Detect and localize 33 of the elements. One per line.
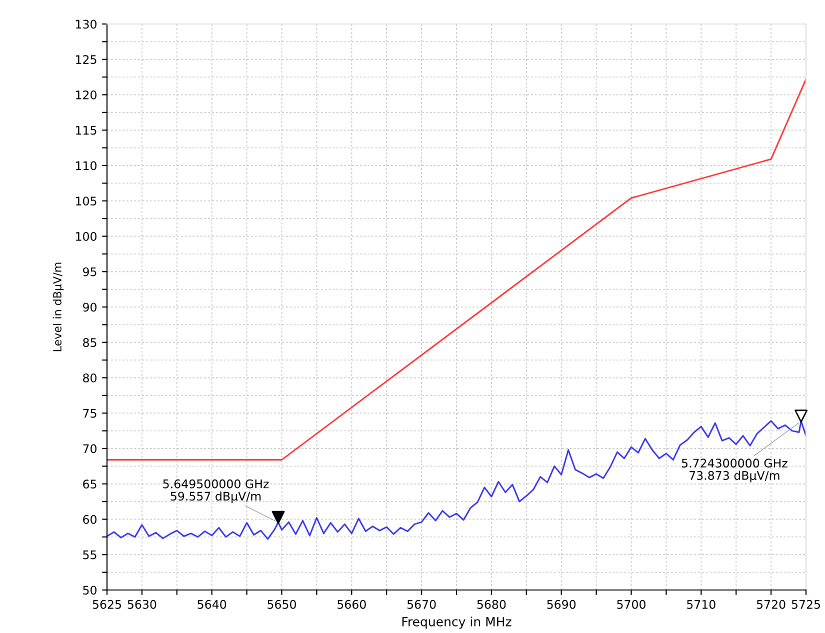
x-tick-label: 5690 [547,600,576,609]
annotation: 5.649500000 GHz 59.557 dBμV/m [163,479,269,503]
y-tick-label: 75 [83,409,96,418]
y-tick-label: 60 [83,514,96,524]
y-tick-label: 110 [76,161,96,170]
x-axis-title: Frequency in MHz [402,616,512,629]
x-tick-label: 5700 [617,600,646,609]
x-tick-label: 5680 [477,600,506,609]
y-tick-label: 90 [83,302,96,312]
y-tick-label: 120 [76,90,96,100]
x-tick-label: 5725 [792,600,820,609]
y-axis-title: Level in dBμV/m [52,262,64,352]
x-tick-label: 5660 [338,600,366,609]
y-tick-label: 80 [83,373,96,382]
y-tick-label: 130 [76,20,96,29]
y-tick-label: 50 [83,586,96,595]
y-tick-label: 100 [76,232,96,241]
y-tick-label: 95 [83,267,96,276]
y-tick-label: 70 [83,444,96,454]
y-tick-label: 105 [76,196,96,206]
y-tick-label: 125 [76,55,96,64]
annotation: 5.724300000 GHz 73.873 dBμV/m [682,458,788,482]
y-tick-label: 65 [83,480,96,489]
y-tick-label: 55 [83,550,96,560]
x-tick-label: 5670 [407,600,436,609]
x-tick-label: 5625 [92,600,121,609]
x-tick-label: 5710 [687,600,716,609]
x-tick-label: 5720 [756,600,786,609]
y-tick-label: 85 [83,338,96,348]
x-tick-label: 5630 [128,600,156,609]
x-tick-label: 5640 [198,600,226,609]
y-tick-label: 115 [76,126,96,135]
x-tick-label: 5650 [268,600,296,609]
